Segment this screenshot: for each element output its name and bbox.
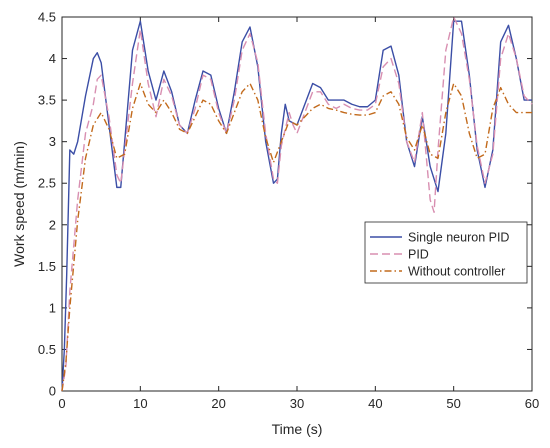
x-tick-label: 20 xyxy=(211,396,225,411)
legend: Single neuron PID PID Without controller xyxy=(364,221,528,284)
x-tick-label: 10 xyxy=(133,396,147,411)
y-tick-label: 1 xyxy=(49,300,56,315)
x-tick-label: 60 xyxy=(525,396,539,411)
legend-label-0: Single neuron PID xyxy=(408,231,509,245)
y-axis-label: Work speed (m/min) xyxy=(11,141,27,267)
y-tick-label: 3.5 xyxy=(38,93,56,108)
x-tick-label: 30 xyxy=(290,396,304,411)
plot-area xyxy=(61,16,533,392)
legend-label-1: PID xyxy=(408,248,429,262)
x-tick-label: 50 xyxy=(446,396,460,411)
series-layer xyxy=(61,16,533,392)
y-tick-label: 1.5 xyxy=(38,259,56,274)
x-tick-label: 0 xyxy=(58,396,65,411)
y-tick-label: 3 xyxy=(49,134,56,149)
y-tick-label: 2.5 xyxy=(38,176,56,191)
y-tick-label: 4 xyxy=(49,51,56,66)
y-tick-label: 4.5 xyxy=(38,10,56,25)
y-tick-label: 2 xyxy=(49,217,56,232)
axis-ticks: 0 10 20 30 40 50 60 0 0.5 1 1.5 2 2.5 3 3.5 4 4.5 xyxy=(38,10,539,412)
legend-label-2: Without controller xyxy=(408,265,505,279)
legend-box xyxy=(364,221,528,284)
y-tick-label: 0 xyxy=(49,384,56,399)
series-line-0 xyxy=(61,20,532,392)
series-line-2 xyxy=(61,82,532,392)
x-tick-label: 40 xyxy=(368,396,382,411)
y-tick-label: 0.5 xyxy=(38,342,56,357)
x-axis-label: Time (s) xyxy=(272,421,323,437)
series-line-1 xyxy=(61,16,533,392)
